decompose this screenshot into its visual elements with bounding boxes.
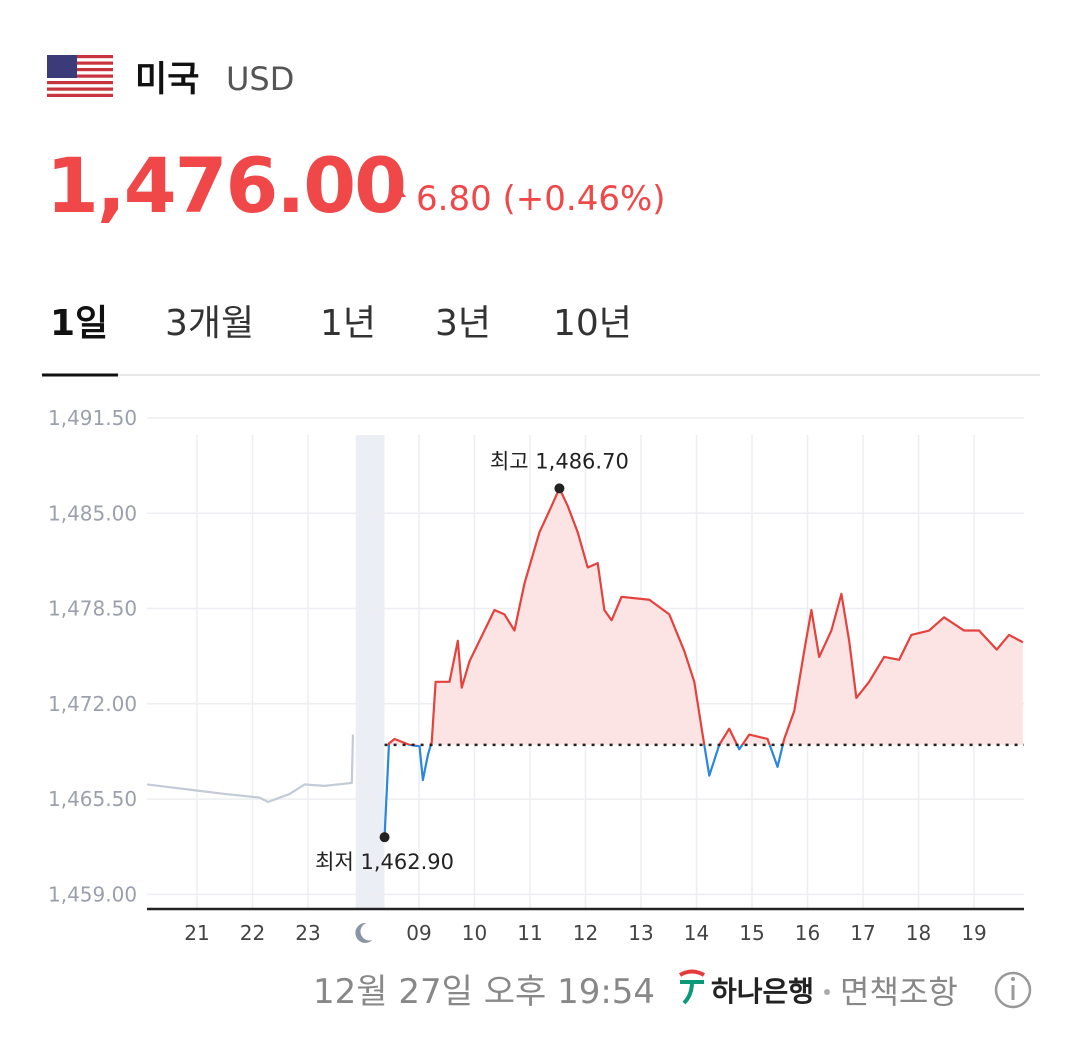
x-tick-label: 13 xyxy=(628,921,653,945)
line xyxy=(146,734,355,804)
tab[interactable]: 10년 xyxy=(553,303,632,344)
line xyxy=(383,487,1024,838)
x-tick-label: 15 xyxy=(739,921,764,945)
currency: USD xyxy=(226,60,294,98)
y-tick-label: 1,478.50 xyxy=(48,597,137,621)
x-tick-label: 19 xyxy=(961,921,986,945)
area xyxy=(388,488,1023,745)
x-tick-label: 16 xyxy=(795,921,820,945)
y-tick-label: 1,465.50 xyxy=(48,787,137,811)
x-tick-label: 11 xyxy=(517,921,542,945)
tab[interactable]: 1년 xyxy=(320,303,376,344)
x-tick-label: 22 xyxy=(240,921,265,945)
annotation: 최저 1,462.90 xyxy=(315,850,454,874)
y-tick-label: 1,485.00 xyxy=(48,501,137,525)
extreme-marker xyxy=(379,832,390,843)
night-icon xyxy=(355,922,373,943)
y-tick-label: 1,491.50 xyxy=(48,406,137,430)
tab[interactable]: 3년 xyxy=(435,303,491,344)
price: 1,476.00 xyxy=(46,141,405,230)
price-change: 6.80 (+0.46%) xyxy=(416,179,666,219)
bank-logo xyxy=(678,969,706,1005)
bank-name: 하나은행 xyxy=(711,975,814,1008)
x-tick-label: 09 xyxy=(406,921,431,945)
x-tick-label: 14 xyxy=(684,921,709,945)
up-arrow xyxy=(388,184,406,197)
country: 미국 xyxy=(135,60,199,100)
x-tick-label: 18 xyxy=(906,921,931,945)
x-tick-label: 12 xyxy=(573,921,598,945)
separator xyxy=(824,989,830,995)
x-tick-label: 21 xyxy=(184,921,209,945)
timestamp: 12월 27일 오후 19:54 xyxy=(313,972,655,1012)
disclaimer[interactable]: 면책조항 xyxy=(840,973,958,1011)
y-tick-label: 1,459.00 xyxy=(48,882,137,906)
info-icon[interactable] xyxy=(994,971,1032,1009)
extreme-marker xyxy=(554,483,565,494)
tab[interactable]: 3개월 xyxy=(165,303,254,344)
period-tabs: 1일 3개월 1년 3년 10년 xyxy=(42,303,1040,377)
x-tick-label: 10 xyxy=(462,921,487,945)
x-tick-label: 17 xyxy=(850,921,875,945)
y-tick-label: 1,472.00 xyxy=(48,692,137,716)
tab[interactable]: 1일 xyxy=(50,303,108,344)
us-flag xyxy=(47,55,113,97)
x-tick-label: 23 xyxy=(295,921,320,945)
annotation: 최고 1,486.70 xyxy=(490,449,629,473)
chart: 1,491.50 1,485.00 1,478.50 1,472.00 1,465.50… xyxy=(48,406,1024,945)
